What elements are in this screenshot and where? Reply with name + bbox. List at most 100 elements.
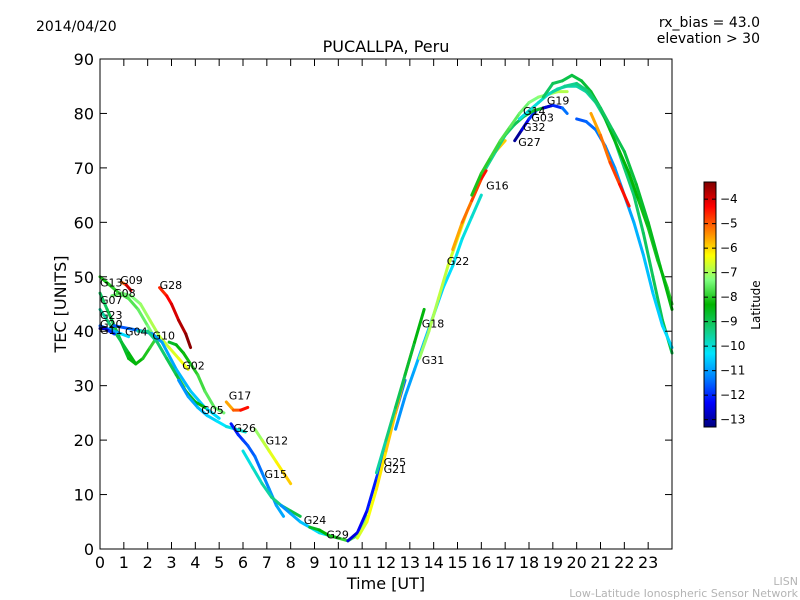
series-segment <box>627 171 641 203</box>
series-segment <box>641 253 655 295</box>
x-tick-label: 8 <box>286 553 296 572</box>
series-g02 <box>167 340 226 415</box>
series-segment <box>660 324 674 350</box>
colorbar-tick-label: −13 <box>720 413 745 427</box>
satellite-label-g14: G14 <box>523 105 546 118</box>
series-segment <box>181 351 193 366</box>
series-segment <box>520 117 531 132</box>
series-segment <box>355 509 369 535</box>
series-segment <box>575 82 591 94</box>
series-segment <box>234 427 247 434</box>
series-segment <box>317 528 331 537</box>
series-segment <box>532 106 545 113</box>
series-segment <box>260 471 271 491</box>
series-segment <box>308 525 321 532</box>
series-segment <box>641 231 655 279</box>
series-segment <box>374 449 388 491</box>
x-tick-label: 14 <box>423 553 443 572</box>
series-segment <box>658 264 674 311</box>
series-segment <box>527 101 541 113</box>
series-segment <box>274 503 286 518</box>
series-segment <box>124 283 133 292</box>
satellite-label-g13: G13 <box>100 277 123 290</box>
y-axis: 0 10 20 30 40 50 60 70 80 90 <box>74 50 672 559</box>
series-segment <box>270 495 283 507</box>
series-segment <box>589 111 602 137</box>
series-segment <box>551 84 567 94</box>
series-segment <box>384 405 398 442</box>
lisn-credit: LISN <box>773 575 798 588</box>
series-segment <box>260 438 271 453</box>
x-tick-label: 13 <box>400 553 420 572</box>
series-segment <box>527 95 541 105</box>
x-tick-label: 18 <box>519 553 539 572</box>
satellite-label-g05: G05 <box>201 404 224 417</box>
x-tick-label: 19 <box>543 553 563 572</box>
satellite-label-g09: G09 <box>120 274 143 287</box>
series-segment <box>167 346 181 360</box>
satellite-label-g02: G02 <box>182 359 205 372</box>
series-segment <box>184 332 193 350</box>
series-segment <box>570 73 583 83</box>
satellite-label-g20: G20 <box>100 318 123 331</box>
series-segment <box>141 346 152 360</box>
series-segment <box>479 155 493 175</box>
series-segment <box>160 340 178 371</box>
series-segment <box>177 356 190 371</box>
series-g18 <box>374 307 426 475</box>
series-segment <box>282 471 293 486</box>
series-segment <box>212 405 226 415</box>
satellite-label-g22: G22 <box>447 255 470 268</box>
series-segment <box>260 482 274 499</box>
rx-bias-text: rx_bias = 43.0 <box>659 15 760 31</box>
series-segment <box>355 520 369 540</box>
series-segment <box>196 405 209 418</box>
elevation-text: elevation > 30 <box>657 31 760 47</box>
series-segment <box>541 82 555 99</box>
series-g27 <box>513 109 538 143</box>
series-segment <box>489 139 502 159</box>
satellite-label-g21: G21 <box>384 463 407 476</box>
satellite-label-g10: G10 <box>152 329 175 342</box>
series-segment <box>298 520 312 529</box>
series-segment <box>551 103 564 110</box>
series-segment <box>279 503 293 516</box>
series-segment <box>139 302 152 322</box>
series-segment <box>427 297 440 333</box>
x-tick-label: 3 <box>166 553 176 572</box>
series-segment <box>289 512 302 524</box>
series-segment <box>599 133 612 164</box>
series-segment <box>451 237 464 268</box>
series-segment <box>129 294 143 306</box>
series-g12 <box>253 427 293 486</box>
x-tick-label: 16 <box>471 553 491 572</box>
satellite-label-g23: G23 <box>100 309 123 322</box>
series-segment <box>253 427 264 442</box>
series-segment <box>560 106 569 115</box>
colorbar-tick-label: −12 <box>720 388 745 402</box>
series-segment <box>479 169 488 181</box>
series-segment <box>470 177 483 203</box>
series-segment <box>460 215 474 241</box>
series-g31 <box>394 193 483 431</box>
colorbar-ticks: −4 −5 −6 −7 −8 −9 −10 −11 −12 −13 <box>704 192 745 427</box>
series-segment <box>215 419 228 428</box>
series-segment <box>470 193 483 219</box>
satellite-label-g27: G27 <box>518 136 541 149</box>
satellite-label-g29: G29 <box>326 529 349 542</box>
series-segment <box>417 329 431 360</box>
satellite-label-g24: G24 <box>304 514 327 527</box>
satellite-label-g12: G12 <box>266 434 289 447</box>
series-segment <box>174 343 185 355</box>
network-credit: Low-Latitude Ionospheric Sensor Network <box>569 587 798 600</box>
series-segment <box>460 199 474 224</box>
colorbar-tick-label: −9 <box>720 315 738 329</box>
series-segment <box>637 199 650 230</box>
satellite-label-g18: G18 <box>422 317 445 330</box>
satellite-label-g26: G26 <box>233 422 256 435</box>
series-segment <box>394 373 407 409</box>
series-segment <box>186 395 200 409</box>
x-tick-label: 9 <box>309 553 319 572</box>
series-g17 <box>224 400 250 412</box>
